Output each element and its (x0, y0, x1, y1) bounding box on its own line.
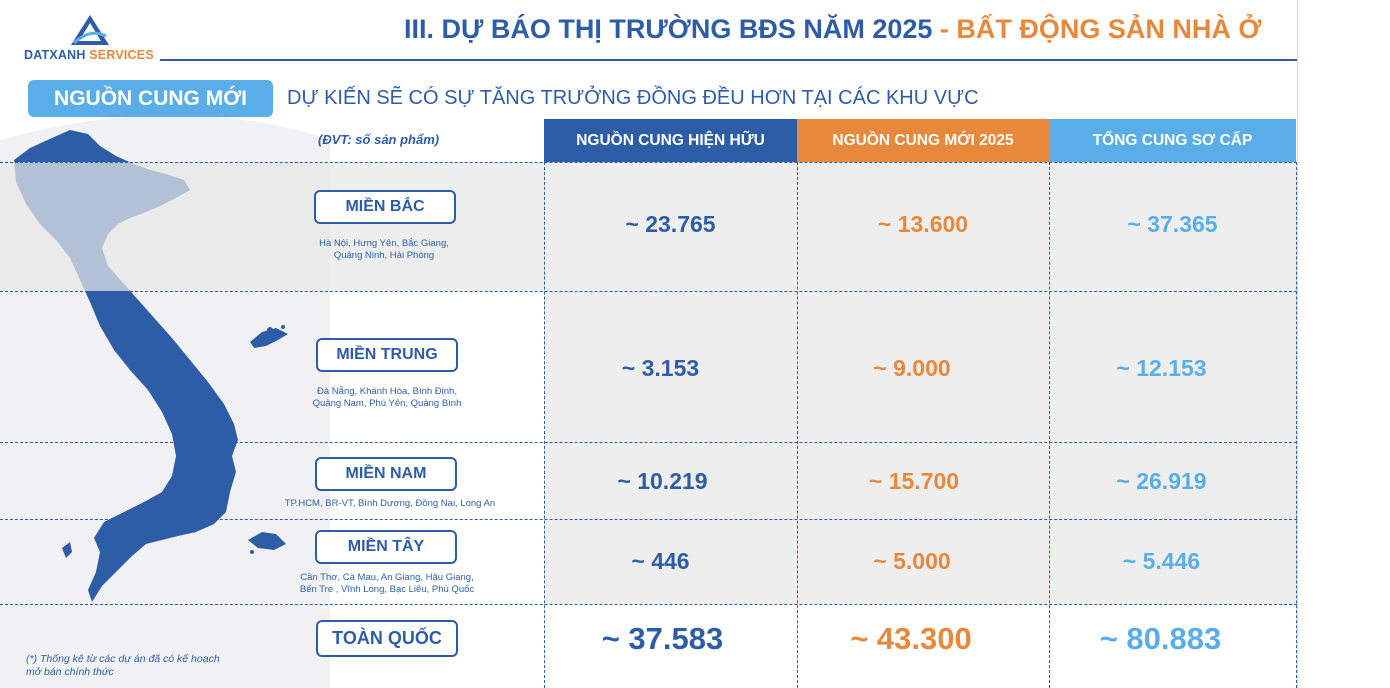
unit-note: (ĐVT: số sản phẩm) (318, 132, 440, 147)
column-header-existing: NGUỒN CUNG HIỆN HỮU (544, 119, 797, 162)
table-row-west (0, 519, 1297, 604)
row-divider (0, 442, 1297, 443)
region-areas-west: Cần Thơ, Cà Mau, An Giang, Hậu Giang, Bế… (278, 572, 496, 596)
section-subtitle: DỰ KIẾN SẼ CÓ SỰ TĂNG TRƯỞNG ĐỒNG ĐỀU HƠ… (287, 87, 979, 109)
logo-text: DATXANH SERVICES (24, 48, 154, 62)
region-areas-line: Quảng Nam, Phú Yên, Quảng Bình (312, 398, 462, 409)
page-title: III. DỰ BÁO THỊ TRƯỜNG BĐS NĂM 2025 - BẤ… (404, 14, 1261, 45)
logo-triangle-icon (71, 15, 109, 45)
region-label-national: TOÀN QUỐC (316, 620, 458, 657)
logo-brand-a: DATXANH (24, 48, 86, 62)
table-row-north (0, 162, 1297, 291)
value-existing-west: ~ 446 (631, 548, 690, 574)
value-new-north: ~ 13.600 (877, 211, 969, 237)
slide: DATXANH SERVICES III. DỰ BÁO THỊ TRƯỜNG … (0, 0, 1298, 688)
region-areas-north: Hà Nội, Hưng Yên, Bắc Giang, Quảng Ninh,… (284, 238, 484, 262)
footnote-line: (*) Thống kê từ các dự án đã có kế hoạch (26, 653, 220, 665)
column-header-total: TỔNG CUNG SƠ CẤP (1049, 119, 1296, 162)
header-divider (160, 59, 1297, 61)
region-areas-line: Bến Tre , Vĩnh Long, Bạc Liêu, Phú Quốc (299, 584, 475, 595)
region-label-north: MIỀN BẮC (314, 190, 456, 224)
title-accent: - BẤT ĐỘNG SẢN NHÀ Ở (932, 14, 1262, 44)
column-divider (1296, 162, 1297, 688)
footnote: (*) Thống kê từ các dự án đã có kế hoạch… (26, 653, 220, 679)
region-areas-central: Đà Nẵng, Khánh Hòa, Bình Định, Quảng Nam… (276, 386, 498, 410)
column-header-new: NGUỒN CUNG MỚI 2025 (797, 119, 1049, 162)
value-total-central: ~ 12.153 (1116, 355, 1207, 381)
region-label-west: MIỀN TÂY (315, 530, 457, 564)
title-main: III. DỰ BÁO THỊ TRƯỜNG BĐS NĂM 2025 (404, 14, 933, 44)
region-areas-line: Cần Thơ, Cà Mau, An Giang, Hậu Giang, (300, 572, 474, 583)
column-divider (797, 162, 798, 688)
value-new-national: ~ 43.300 (850, 621, 972, 656)
value-total-west: ~ 5.446 (1122, 548, 1201, 574)
row-divider (0, 604, 1297, 605)
column-divider (544, 162, 545, 688)
footnote-line: mở bán chính thức (26, 666, 114, 678)
region-label-central: MIỀN TRUNG (316, 338, 458, 372)
region-areas-south: TP.HCM, BR-VT, Bình Dương, Đồng Nai, Lon… (268, 498, 512, 510)
value-total-north: ~ 37.365 (1127, 211, 1218, 237)
row-divider (0, 291, 1297, 292)
row-divider (0, 519, 1297, 520)
region-areas-line: Đà Nẵng, Khánh Hòa, Bình Định, (317, 386, 457, 397)
value-new-central: ~ 9.000 (873, 355, 951, 381)
region-areas-line: Hà Nội, Hưng Yên, Bắc Giang, (319, 238, 449, 249)
logo-brand-b: SERVICES (85, 48, 154, 62)
value-total-south: ~ 26.919 (1116, 468, 1207, 494)
region-areas-line: TP.HCM, BR-VT, Bình Dương, Đồng Nai, Lon… (284, 498, 496, 509)
value-existing-central: ~ 3.153 (621, 355, 700, 381)
value-total-national: ~ 80.883 (1099, 621, 1222, 656)
region-label-south: MIỀN NAM (315, 457, 457, 491)
table-row-central (0, 291, 1297, 442)
value-existing-national: ~ 37.583 (601, 621, 724, 656)
value-new-south: ~ 15.700 (868, 468, 960, 494)
company-logo: DATXANH SERVICES (22, 14, 162, 66)
row-divider (0, 162, 1297, 163)
table-row-south (0, 442, 1297, 519)
section-tag: NGUỒN CUNG MỚI (28, 80, 273, 117)
region-areas-line: Quảng Ninh, Hải Phòng (333, 250, 435, 261)
value-new-west: ~ 5.000 (873, 548, 951, 574)
value-existing-south: ~ 10.219 (617, 468, 708, 494)
column-divider (1049, 162, 1050, 688)
value-existing-north: ~ 23.765 (625, 211, 716, 237)
